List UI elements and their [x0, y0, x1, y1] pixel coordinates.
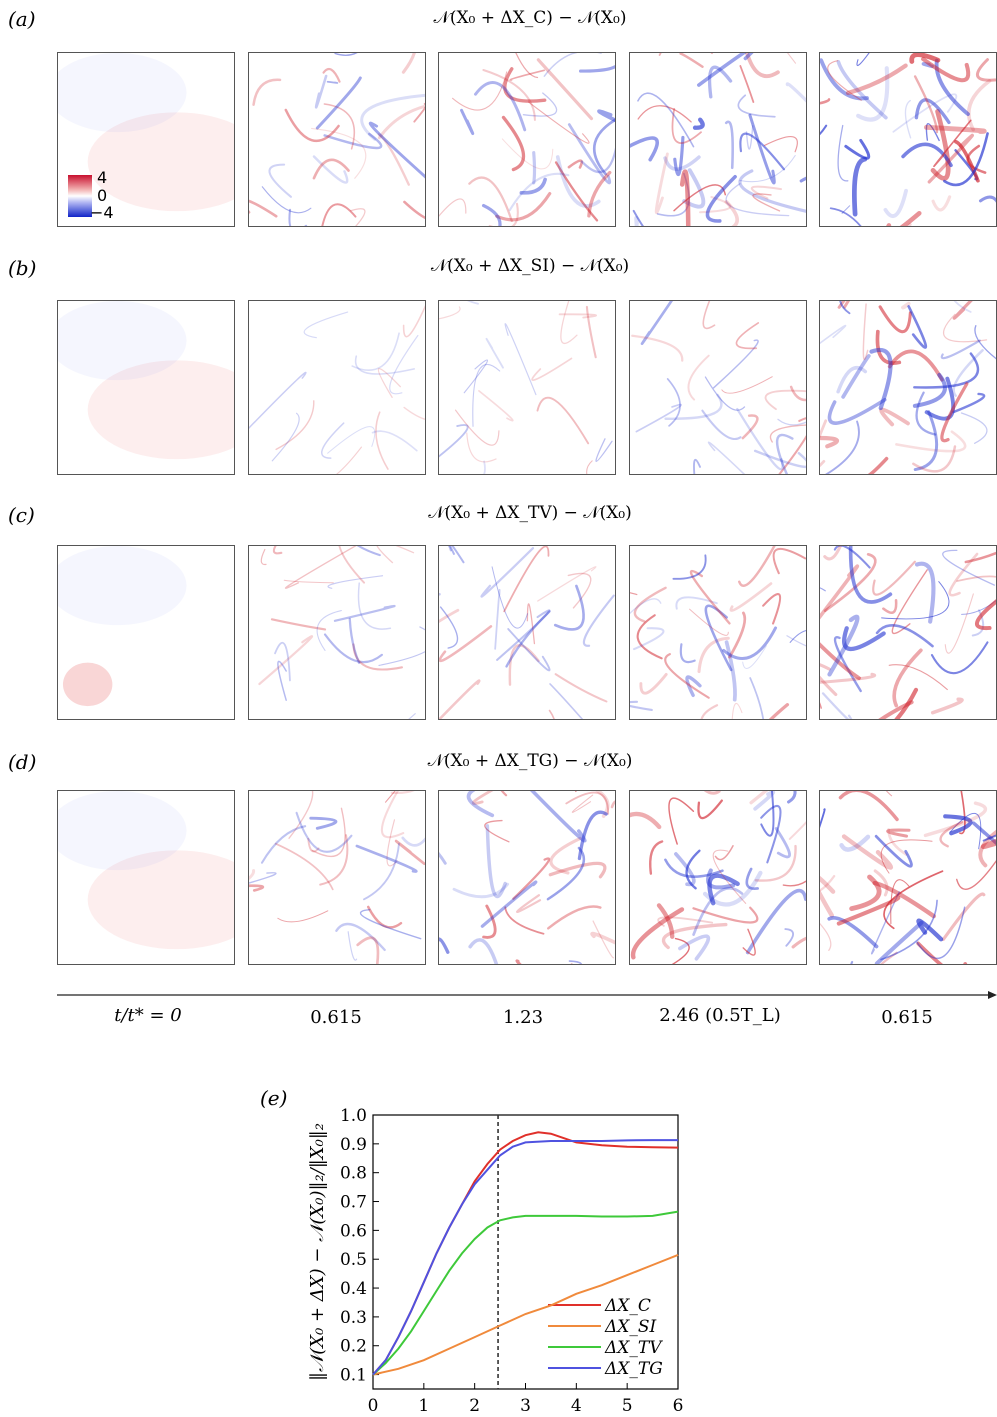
panel-label-a: (a)	[8, 7, 36, 31]
panel-title-a: 𝒩(X₀ + ΔX_C) − 𝒩(X₀)	[433, 8, 627, 28]
panel-title-c: 𝒩(X₀ + ΔX_TV) − 𝒩(X₀)	[428, 503, 632, 523]
time-tick-1: 0.615	[310, 1007, 362, 1028]
panel-title-d: 𝒩(X₀ + ΔX_TG) − 𝒩(X₀)	[427, 751, 633, 771]
field-snapshot-2-4	[819, 545, 997, 720]
legend-label-0: ΔX_C	[604, 1296, 651, 1316]
legend-label-2: ΔX_TV	[604, 1338, 663, 1358]
field-snapshot-1-1	[248, 300, 426, 475]
field-snapshot-0-4	[819, 52, 997, 227]
x-tick-label: 2	[469, 1396, 480, 1416]
field-snapshot-2-3	[629, 545, 807, 720]
x-tick-label: 5	[622, 1396, 633, 1416]
panel-title-b: 𝒩(X₀ + ΔX_SI) − 𝒩(X₀)	[430, 256, 630, 276]
colorbar-min-label: −4	[90, 203, 114, 222]
time-tick-4: 0.615	[881, 1007, 933, 1028]
y-tick-label: 0.1	[340, 1366, 367, 1386]
time-tick-3: 2.46 (0.5T_L)	[659, 1005, 781, 1026]
field-snapshot-1-0	[57, 300, 235, 475]
panel-label-e: (e)	[260, 1086, 287, 1110]
norm-growth-chart: 0 1 2 3 4 5 6 0.1 0.2 0.3 0.4 0.5 0.6 0.7 0.8 0.9 1.0 ΔX_…	[260, 1086, 684, 1417]
field-snapshot-3-0	[57, 790, 235, 965]
field-snapshot-2-1	[248, 545, 426, 720]
colorbar-max-label: 4	[97, 168, 108, 187]
panel-label-c: (c)	[8, 503, 35, 527]
y-tick-label: 0.3	[340, 1308, 367, 1328]
field-snapshot-2-0	[57, 545, 235, 720]
field-snapshot-1-4	[819, 300, 997, 475]
x-tick-label: 4	[571, 1396, 582, 1416]
field-snapshot-0-3	[629, 52, 807, 227]
colorbar	[68, 175, 92, 217]
panel-label-b: (b)	[8, 256, 37, 280]
y-tick-label: 1.0	[340, 1106, 367, 1126]
field-snapshot-0-1	[248, 52, 426, 227]
time-tick-0: t/t* = 0	[114, 1005, 182, 1026]
y-tick-label: 0.4	[340, 1279, 367, 1299]
field-snapshot-3-3	[629, 790, 807, 965]
field-snapshot-3-4	[819, 790, 997, 965]
panel-label-d: (d)	[8, 750, 37, 774]
series-line-3	[372, 1139, 678, 1376]
y-tick-label: 0.2	[340, 1337, 367, 1357]
field-snapshot-1-3	[629, 300, 807, 475]
y-tick-label: 0.5	[340, 1250, 367, 1270]
y-tick-label: 0.6	[340, 1221, 367, 1241]
field-snapshot-0-2	[438, 52, 616, 227]
x-tick-label: 3	[520, 1396, 531, 1416]
series-line-1	[372, 1253, 679, 1376]
y-axis-label: ‖𝒩(X₀ + ΔX) − 𝒩(X₀)‖₂/‖X₀‖₂	[307, 1123, 328, 1381]
legend-label-1: ΔX_SI	[604, 1317, 657, 1337]
time-tick-2: 1.23	[502, 1007, 544, 1028]
y-tick-label: 0.8	[340, 1164, 367, 1184]
y-tick-label: 0.7	[340, 1193, 367, 1213]
field-snapshot-3-1	[248, 790, 426, 965]
x-tick-label: 0	[368, 1396, 379, 1416]
x-axis-label: t/t*	[510, 1414, 542, 1417]
legend-label-3: ΔX_TG	[604, 1359, 663, 1379]
x-tick-label: 6	[673, 1396, 684, 1416]
y-tick-label: 0.9	[340, 1135, 367, 1155]
field-snapshot-2-2	[438, 545, 616, 720]
colorbar-mid-label: 0	[97, 186, 108, 205]
field-snapshot-3-2	[438, 790, 616, 965]
time-axis-arrow	[57, 991, 997, 999]
field-snapshot-1-2	[438, 300, 616, 475]
x-tick-label: 1	[418, 1396, 429, 1416]
series-line-2	[372, 1210, 679, 1376]
